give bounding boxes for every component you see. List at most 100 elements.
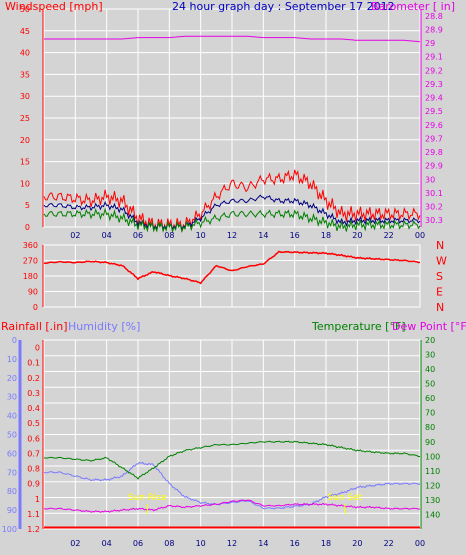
x-tick-label: 20 (352, 231, 362, 240)
dewpoint-axis-label: Dew Point [°F] (392, 320, 466, 333)
x-tick-label: 14 (258, 231, 268, 240)
temperature-tick-label: 140 (425, 510, 440, 519)
x-tick-label: 00 (415, 231, 425, 240)
humidity-line (43, 461, 421, 510)
direction-tick-label: 90 (28, 288, 38, 297)
barometer-tick-label: 29.7 (425, 134, 443, 143)
wind-tick-label: 30 (20, 92, 30, 101)
wind-tick-label: 10 (20, 179, 30, 188)
temperature-tick-label: 130 (425, 496, 440, 505)
humidity-tick-label: 40 (7, 412, 17, 421)
humidity-tick-label: 10 (7, 355, 17, 364)
rain-humidity-temperature-panel: 0 0.1 0.2 0.3 0.4 0.5 0.6 0.7 0.8 0.9 1 1.1 1.2 0 10 2… (1, 320, 466, 548)
x-tick-label: 00 (415, 539, 425, 548)
x-tick-label: 14 (258, 539, 268, 548)
x-tick-label: 18 (321, 231, 331, 240)
wind-tick-label: 20 (20, 136, 30, 145)
x-tick-label: 18 (321, 539, 331, 548)
x-tick-label: 06 (133, 231, 143, 240)
rainfall-tick-label: 0.5 (27, 419, 40, 428)
barometer-tick-label: 30.3 (425, 216, 443, 225)
sun-event-label: Sun Set (327, 493, 362, 503)
x-tick-label: 04 (102, 231, 112, 240)
barometer-tick-label: 28.9 (425, 25, 443, 34)
humidity-tick-label: 70 (7, 468, 17, 477)
temperature-tick-label: 80 (425, 423, 435, 432)
rainfall-tick-label: 1.2 (27, 525, 40, 534)
barometer-tick-label: 29.1 (425, 53, 443, 62)
wind-tick-label: 15 (20, 158, 30, 167)
humidity-axis-label: Humidity [%] (68, 320, 140, 333)
compass-label: N (436, 239, 444, 252)
humidity-tick-label: 60 (7, 449, 17, 458)
rainfall-tick-label: 0 (35, 344, 40, 353)
humidity-tick-label: 20 (7, 374, 17, 383)
x-tick-label: 02 (70, 539, 80, 548)
wind-tick-label: 0 (25, 223, 30, 232)
barometer-tick-label: 29.4 (425, 94, 443, 103)
wind-tick-label: 25 (20, 114, 30, 123)
x-tick-label: 20 (352, 539, 362, 548)
temperature-tick-label: 30 (425, 351, 435, 360)
temperature-axis-label: Temperature [°F] (311, 320, 406, 333)
rainfall-tick-label: 1.1 (27, 510, 40, 519)
x-tick-label: 10 (196, 231, 206, 240)
temperature-tick-label: 120 (425, 481, 440, 490)
barometer-tick-label: 29.2 (425, 66, 443, 75)
rainfall-tick-label: 0.8 (27, 465, 40, 474)
temperature-tick-label: 20 (425, 336, 435, 345)
x-tick-label: 22 (384, 539, 394, 548)
barometer-tick-label: 30.1 (425, 189, 443, 198)
rainfall-tick-label: 0.7 (27, 449, 40, 458)
barometer-tick-label: 29.3 (425, 80, 443, 89)
wind-barometer-panel: 0 5 10 15 20 25 30 35 40 45 50 28.8 28.9 29 29.1 29.2 2… (5, 0, 455, 240)
wind-tick-label: 50 (20, 5, 30, 14)
humidity-tick-label: 0 (12, 336, 17, 345)
humidity-tick-label: 80 (7, 487, 17, 496)
rainfall-axis-label: Rainfall [.in] (1, 320, 68, 333)
x-tick-label: 04 (102, 539, 112, 548)
wind-tick-label: 45 (20, 27, 30, 36)
barometer-tick-label: 29.6 (425, 121, 443, 130)
compass-label: N (436, 301, 444, 314)
dewpoint-line (43, 499, 421, 513)
direction-tick-label: 0 (33, 303, 38, 312)
rainfall-tick-label: 0.2 (27, 374, 40, 383)
barometer-tick-label: 29.5 (425, 107, 443, 116)
x-tick-label: 10 (196, 539, 206, 548)
direction-tick-label: 180 (23, 272, 38, 281)
barometer-axis-label: Barometer [ in] (371, 0, 455, 13)
x-tick-label: 16 (290, 231, 300, 240)
barometer-tick-label: 29.9 (425, 162, 443, 171)
sun-event-label: Sun Rise (128, 493, 167, 503)
rainfall-tick-label: 1 (35, 495, 40, 504)
x-tick-label: 16 (290, 539, 300, 548)
x-tick-label: 02 (70, 231, 80, 240)
rainfall-tick-label: 0.3 (27, 389, 40, 398)
temperature-line (43, 440, 421, 480)
humidity-tick-label: 100 (2, 525, 17, 534)
humidity-tick-label: 90 (7, 506, 17, 515)
rainfall-tick-label: 0.6 (27, 434, 40, 443)
compass-label: W (436, 255, 447, 268)
direction-line (43, 250, 421, 285)
temperature-tick-label: 90 (425, 438, 435, 447)
wind-max-line (43, 169, 421, 232)
barometer-tick-label: 30.2 (425, 203, 443, 212)
wind-tick-label: 5 (25, 201, 30, 210)
chart-title: 24 hour graph day : September 17 2012 (172, 0, 395, 13)
x-tick-label: 08 (164, 231, 174, 240)
direction-tick-label: 270 (23, 257, 38, 266)
x-tick-label: 08 (164, 539, 174, 548)
temperature-tick-label: 50 (425, 380, 435, 389)
wind-avg-line (43, 194, 421, 231)
barometer-tick-label: 30 (425, 175, 435, 184)
temperature-tick-label: 100 (425, 452, 440, 461)
x-tick-label: 12 (227, 539, 237, 548)
temperature-tick-label: 40 (425, 365, 435, 374)
temperature-tick-label: 110 (425, 467, 440, 476)
wind-tick-label: 35 (20, 70, 30, 79)
x-tick-label: 12 (227, 231, 237, 240)
